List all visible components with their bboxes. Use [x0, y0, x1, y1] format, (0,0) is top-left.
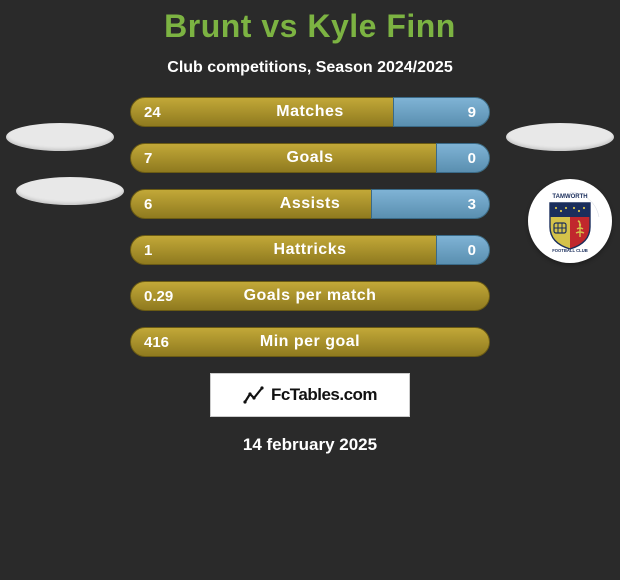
tamworth-crest-icon: TAMWORTH FOOTBALL CLUB: [538, 189, 602, 253]
date-text: 14 february 2025: [243, 435, 377, 455]
player-left-ellipse-1: [6, 123, 114, 151]
stat-label: Goals per match: [244, 287, 377, 305]
stat-left-value: 1: [144, 242, 152, 259]
stat-row: 0.29 Goals per match: [130, 281, 490, 311]
stat-left-value: 6: [144, 196, 152, 213]
stat-row: 7 0 Goals: [130, 143, 490, 173]
club-badge-right: TAMWORTH FOOTBALL CLUB: [528, 179, 612, 263]
stat-row: 6 3 Assists: [130, 189, 490, 219]
badge-top-text: TAMWORTH: [552, 194, 587, 200]
stat-row: 1 0 Hattricks: [130, 235, 490, 265]
stat-left-value: 416: [144, 334, 169, 351]
stat-bar-right: [436, 235, 490, 265]
fctables-logo-icon: [243, 384, 265, 406]
stat-label: Min per goal: [260, 333, 360, 351]
page-subtitle: Club competitions, Season 2024/2025: [167, 59, 452, 77]
stat-left-value: 24: [144, 104, 161, 121]
stat-row: 24 9 Matches: [130, 97, 490, 127]
stat-right-value: 3: [468, 196, 476, 213]
stat-label: Matches: [276, 103, 344, 121]
stat-bar-right: [436, 143, 490, 173]
stat-right-value: 0: [468, 150, 476, 167]
page-title: Brunt vs Kyle Finn: [164, 8, 456, 45]
infographic-container: Brunt vs Kyle Finn Club competitions, Se…: [0, 0, 620, 580]
stat-right-value: 9: [468, 104, 476, 121]
stat-left-value: 0.29: [144, 288, 173, 305]
stat-label: Hattricks: [274, 241, 347, 259]
stat-row: 416 Min per goal: [130, 327, 490, 357]
fctables-badge[interactable]: FcTables.com: [210, 373, 410, 417]
player-right-ellipse-1: [506, 123, 614, 151]
stat-left-value: 7: [144, 150, 152, 167]
stat-right-value: 0: [468, 242, 476, 259]
stat-label: Goals: [287, 149, 334, 167]
fctables-label: FcTables.com: [271, 385, 377, 405]
stat-label: Assists: [280, 195, 340, 213]
player-left-ellipse-2: [16, 177, 124, 205]
